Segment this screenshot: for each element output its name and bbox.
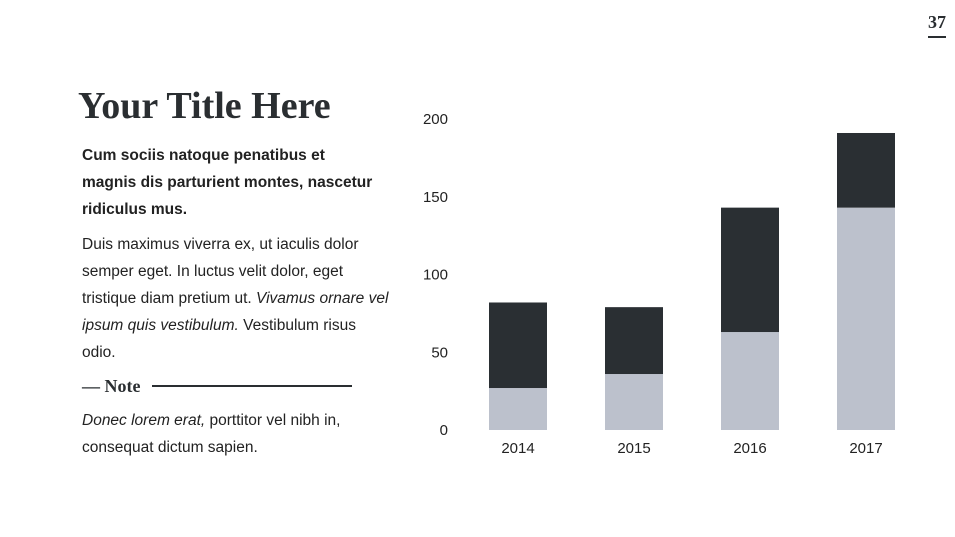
- note-paragraph: Donec lorem erat, porttitor vel nibh in,…: [82, 407, 382, 461]
- y-tick-label: 150: [423, 189, 448, 206]
- x-axis: 2014 2015 2016 2017: [501, 440, 882, 457]
- note-divider: [152, 385, 352, 387]
- bars: [489, 132, 895, 430]
- bar-segment-2017-upper: [837, 132, 895, 208]
- lead-paragraph: Cum sociis natoque penatibus et magnis d…: [82, 147, 373, 218]
- x-tick-label: 2015: [617, 440, 650, 457]
- y-axis: 0 50 100 150 200: [423, 111, 448, 439]
- bar-segment-2015-lower: [605, 374, 663, 430]
- bar-segment-2016-lower: [721, 332, 779, 430]
- x-tick-label: 2017: [849, 440, 882, 457]
- note-heading: — Note: [82, 374, 352, 398]
- stacked-bar-chart: 0 50 100 150 200 2014 2015 2016 2017: [423, 111, 895, 457]
- y-tick-label: 50: [431, 344, 448, 361]
- page-number: 37: [928, 12, 946, 32]
- page-number-underline: [928, 36, 946, 38]
- y-tick-label: 200: [423, 111, 448, 128]
- y-tick-label: 0: [440, 422, 448, 439]
- bar-segment-2016-upper: [721, 207, 779, 333]
- y-tick-label: 100: [423, 267, 448, 284]
- bar-segment-2017-lower: [837, 207, 895, 430]
- bar-segment-2015-upper: [605, 307, 663, 375]
- bar-segment-2014-upper: [489, 302, 547, 389]
- body-paragraph: Duis maximus viverra ex, ut iaculis dolo…: [82, 231, 392, 366]
- x-tick-label: 2016: [733, 440, 766, 457]
- note-text-italic: Donec lorem erat,: [82, 412, 206, 429]
- note-label: — Note: [82, 375, 141, 396]
- x-tick-label: 2014: [501, 440, 534, 457]
- note-text-plain: porttitor vel nibh in, consequat dictum …: [82, 412, 341, 456]
- body-text-tail: Vestibulum risus odio.: [82, 317, 356, 361]
- body-text-italic: Vivamus ornare vel ipsum quis vestibulum…: [82, 290, 389, 334]
- slide-title: Your Title Here: [78, 85, 331, 127]
- bar-segment-2014-lower: [489, 388, 547, 430]
- body-text-plain: Duis maximus viverra ex, ut iaculis dolo…: [82, 236, 359, 307]
